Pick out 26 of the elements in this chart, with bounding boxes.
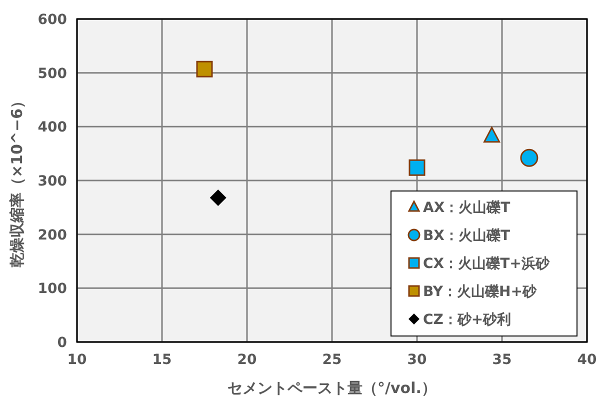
y-tick-label: 300 [38,174,68,190]
point [484,126,500,143]
y-tick-label: 600 [38,12,68,28]
y-tick-label: 400 [38,120,68,136]
point [408,159,426,176]
legend-label: AX：火山礫T [423,200,511,216]
y-tick-label: 200 [38,227,68,244]
y-axis-title: 乾燥収縮率（×10^−6） [8,93,26,268]
x-tick-label: 40 [577,352,597,368]
legend-label: BY：火山礫H+砂 [423,284,538,300]
legend-label: CZ：砂+砂利 [423,312,512,328]
point [520,148,538,167]
x-tick-label: 30 [407,352,427,368]
point [196,60,213,78]
legend-label: CX：火山礫T+浜砂 [423,256,550,272]
x-axis-title: セメントペースト量（°/vol.） [228,379,436,397]
x-tick-label: 35 [492,352,512,368]
y-tick-label: 100 [38,281,68,298]
point [210,189,226,206]
x-tick-label: 25 [322,352,342,368]
legend-label: BX：火山礫T [423,228,510,244]
y-tick-label: 0 [57,335,68,351]
x-tick-label: 15 [152,352,172,368]
x-tick-label: 10 [67,352,87,368]
x-tick-label: 20 [237,352,257,368]
y-tick-label: 500 [38,66,68,82]
